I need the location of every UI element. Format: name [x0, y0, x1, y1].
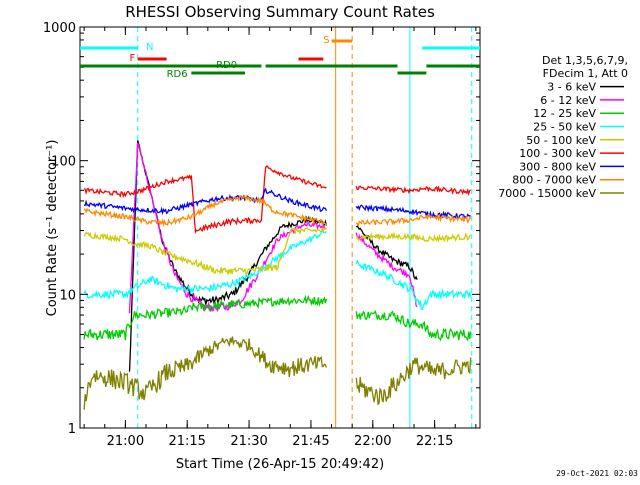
x-tick-label: 22:00 — [354, 434, 391, 449]
series-line-7-1 — [355, 213, 472, 227]
series-line-2-1 — [355, 309, 472, 342]
generation-timestamp: 29-Oct-2021 02:03 — [556, 469, 638, 478]
legend-entry-label: 7000 - 15000 keV — [498, 187, 596, 200]
flag-label-f: F — [129, 53, 135, 64]
y-tick-label: 100 — [51, 155, 76, 170]
legend-header-line: Det 1,3,5,6,7,9, — [542, 54, 628, 67]
legend: Det 1,3,5,6,7,9,FDecim 1, Att 03 - 6 keV… — [498, 54, 628, 200]
legend-header-line: FDecim 1, Att 0 — [543, 67, 628, 80]
legend-entry-label: 300 - 800 keV — [519, 160, 596, 173]
x-tick-label: 21:30 — [230, 434, 267, 449]
series-800-7000-kev — [83, 194, 472, 228]
series-line-6-1 — [355, 204, 471, 220]
x-tick-label: 21:15 — [168, 434, 205, 449]
series-line-4-0 — [83, 225, 327, 276]
series-25-50-kev — [83, 229, 472, 311]
flag-label-n: N — [146, 42, 153, 53]
series-line-3-0 — [83, 229, 327, 300]
series-line-6-0 — [83, 187, 328, 216]
series-7000-15000-kev — [83, 336, 472, 410]
series-line-1-1 — [355, 232, 418, 308]
series-line-5-1 — [355, 185, 471, 197]
chart-title: RHESSI Observing Summary Count Rates — [125, 3, 435, 21]
series-50-100-kev — [83, 225, 471, 276]
x-tick-label: 21:00 — [107, 434, 144, 449]
series-line-5-0 — [83, 165, 327, 234]
legend-entry-label: 100 - 300 keV — [519, 147, 596, 160]
series-line-8-1 — [355, 357, 472, 406]
flag-label-rd0: RD0 — [216, 60, 237, 71]
axes: 1 10 100 1000 21:00 21:15 21:30 21:45 22:00 22:15 — [43, 21, 480, 449]
series-300-800-kev — [83, 187, 471, 220]
legend-entry-label: 3 - 6 keV — [547, 81, 596, 94]
y-tick-label: 1000 — [43, 21, 76, 36]
plot-frame — [79, 26, 481, 429]
legend-entry-label: 800 - 7000 keV — [512, 174, 596, 187]
x-tick-label: 22:15 — [416, 434, 453, 449]
legend-entry-label: 50 - 100 keV — [526, 134, 596, 147]
legend-entry-label: 25 - 50 keV — [533, 121, 596, 134]
legend-entry-label: 12 - 25 keV — [533, 107, 596, 120]
flag-label-s: S — [323, 35, 329, 46]
series-100-300-kev — [83, 165, 471, 234]
series-line-2-0 — [83, 294, 328, 341]
series-line-7-0 — [83, 194, 327, 228]
flag-label-rd6: RD6 — [167, 69, 188, 80]
series-line-3-1 — [355, 259, 472, 311]
legend-entry-label: 6 - 12 keV — [540, 94, 596, 107]
x-tick-label: 21:45 — [292, 434, 329, 449]
y-axis-label: Count Rate (s⁻¹ detector⁻¹) — [45, 140, 60, 317]
series-12-25-kev — [83, 294, 472, 342]
series-line-0-0 — [128, 140, 328, 372]
series-line-4-1 — [355, 231, 471, 243]
y-tick-label: 10 — [59, 288, 76, 303]
x-axis-label: Start Time (26-Apr-15 20:49:42) — [176, 457, 384, 472]
y-tick-label: 1 — [68, 422, 76, 437]
series-line-8-0 — [83, 336, 328, 410]
